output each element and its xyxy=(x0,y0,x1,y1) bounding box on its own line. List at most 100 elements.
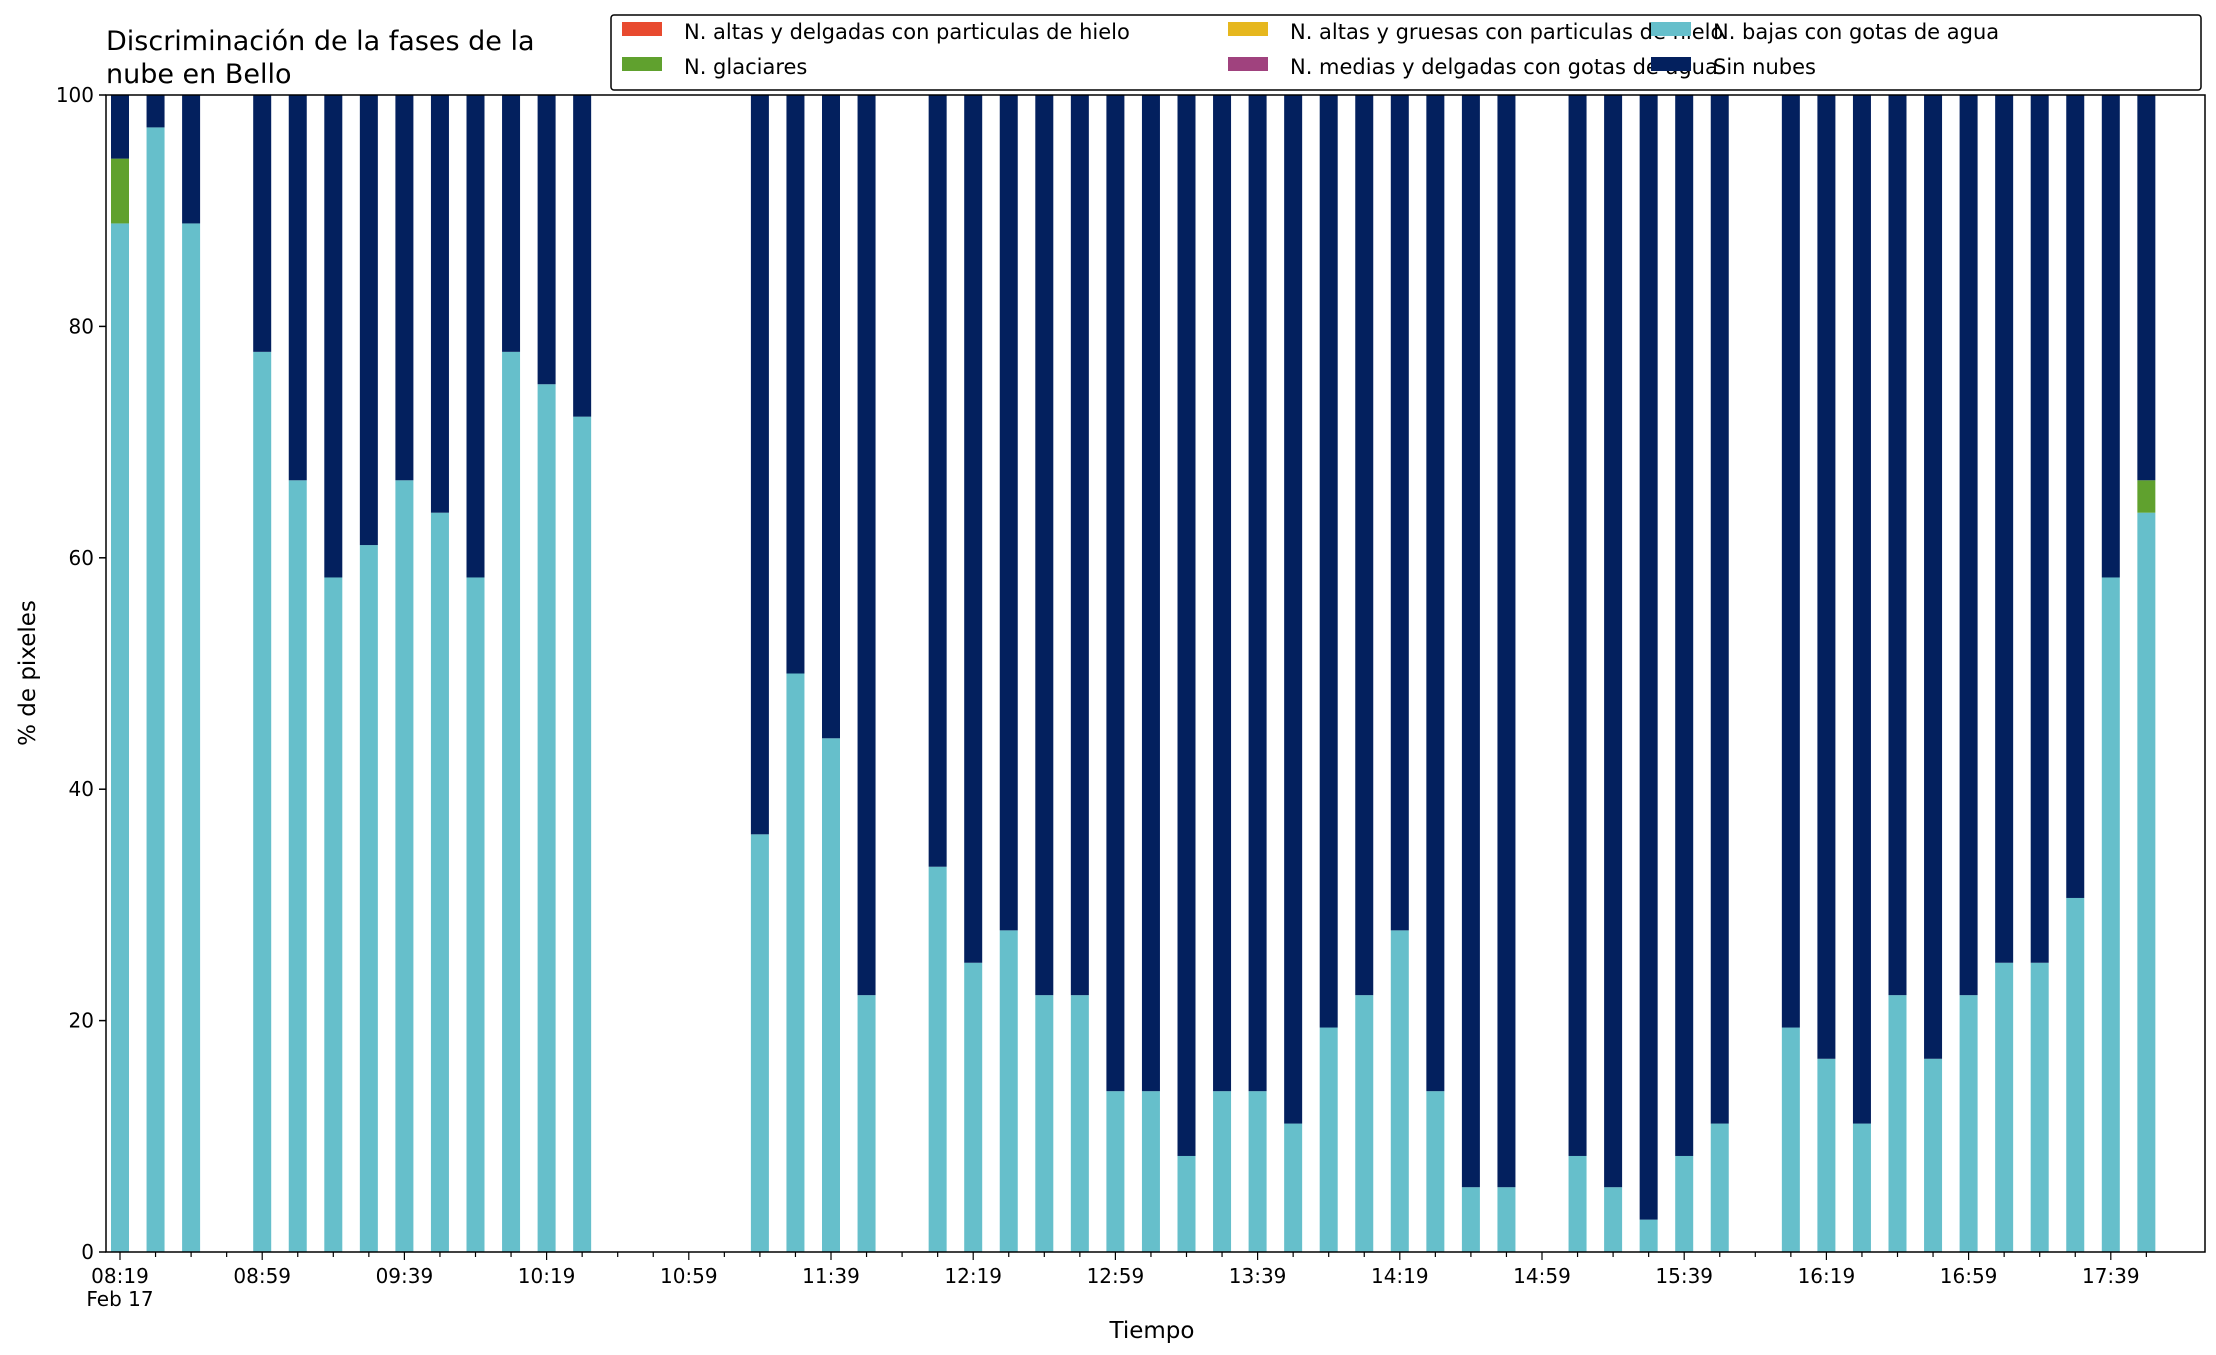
bar-segment xyxy=(999,95,1018,931)
legend-swatch xyxy=(622,57,662,71)
x-tick-label: 09:39 xyxy=(376,1264,434,1288)
bar-segment xyxy=(359,95,378,546)
bar-segment xyxy=(1639,1219,1658,1252)
bar-segment xyxy=(288,95,307,481)
y-tick-label: 20 xyxy=(69,1009,94,1033)
y-tick-label: 100 xyxy=(56,83,94,107)
y-axis-label: % de pixeles xyxy=(15,600,41,746)
x-tick-label: 10:19 xyxy=(518,1264,576,1288)
bar-segment xyxy=(1604,95,1623,1188)
bar-segment xyxy=(253,351,272,1253)
bar-segment xyxy=(1355,995,1374,1252)
x-tick-label: 14:59 xyxy=(1513,1264,1571,1288)
chart-title-line-2: nube en Bello xyxy=(106,59,292,90)
bar-segment xyxy=(253,95,272,352)
bar-segment xyxy=(1284,1123,1303,1252)
legend-box xyxy=(610,14,2202,91)
bars-group xyxy=(111,95,2156,1253)
bar-segment xyxy=(1852,95,1871,1124)
bar-segment xyxy=(1070,995,1089,1252)
bar-segment xyxy=(1284,95,1303,1124)
x-axis: 08:19 08:59 09:39 10:19 10:59 11:39 12:19 12:59… xyxy=(86,1252,2147,1311)
bar-segment xyxy=(288,480,307,1252)
bar-segment xyxy=(1213,95,1232,1092)
bar-segment xyxy=(2066,897,2085,1252)
bar-segment xyxy=(1604,1187,1623,1252)
bar-segment xyxy=(857,95,876,996)
plot-frame xyxy=(105,94,2206,1253)
y-tick-label: 0 xyxy=(81,1240,94,1264)
bar-segment xyxy=(928,866,947,1252)
bar-segment xyxy=(1781,95,1800,1028)
bar-segment xyxy=(1924,95,1943,1059)
y-tick-label: 80 xyxy=(69,314,94,338)
bar-segment xyxy=(573,95,592,417)
x-tick-label: 17:39 xyxy=(2082,1264,2140,1288)
bar-segment xyxy=(111,95,129,159)
legend: N. altas y delgadas con particulas de hi… xyxy=(610,14,2202,91)
legend-swatch xyxy=(1651,22,1691,36)
x-tick-label: 08:19 xyxy=(91,1264,149,1288)
bar-segment xyxy=(1675,95,1694,1156)
legend-label: N. bajas con gotas de agua xyxy=(1713,20,1999,44)
bar-segment xyxy=(1497,95,1516,1188)
bar-segment xyxy=(1035,95,1054,996)
bar-segment xyxy=(573,416,592,1252)
legend-swatch xyxy=(1651,57,1691,71)
legend-swatch xyxy=(622,22,662,36)
bar-segment xyxy=(1710,95,1729,1124)
bar-segment xyxy=(1995,962,2014,1252)
bar-segment xyxy=(324,577,343,1252)
bar-segment xyxy=(1177,1155,1196,1252)
bar-segment xyxy=(1390,95,1409,931)
bar-segment xyxy=(359,545,378,1252)
bar-segment xyxy=(1213,1091,1232,1252)
bar-segment xyxy=(111,223,129,1253)
bar-segment xyxy=(1035,995,1054,1252)
bar-segment xyxy=(1141,1091,1160,1252)
legend-swatch xyxy=(1228,57,1268,71)
bar-segment xyxy=(324,95,343,578)
bar-segment xyxy=(1568,95,1587,1156)
bar-segment xyxy=(182,223,201,1253)
bar-segment xyxy=(111,158,129,224)
bar-segment xyxy=(1426,95,1445,1092)
x-tick-label: 08:59 xyxy=(233,1264,291,1288)
bar-segment xyxy=(537,384,556,1252)
y-tick-label: 60 xyxy=(69,546,94,570)
x-tick-label: 14:19 xyxy=(1371,1264,1429,1288)
x-tick-label: 16:59 xyxy=(1940,1264,1998,1288)
bar-segment xyxy=(537,95,556,385)
bar-segment xyxy=(1888,995,1907,1252)
bar-segment xyxy=(2101,577,2120,1252)
bar-segment xyxy=(964,962,983,1252)
bar-segment xyxy=(1426,1091,1445,1252)
bar-segment xyxy=(1852,1123,1871,1252)
chart-title-line-1: Discriminación de la fases de la xyxy=(106,26,535,57)
bar-segment xyxy=(1461,1187,1480,1252)
bar-segment xyxy=(1355,95,1374,996)
bar-segment xyxy=(2137,95,2156,481)
bar-segment xyxy=(395,480,414,1252)
bar-segment xyxy=(1106,95,1125,1092)
bar-segment xyxy=(1177,95,1196,1156)
bar-segment xyxy=(1639,95,1658,1220)
x-tick-label: 12:59 xyxy=(1087,1264,1145,1288)
bar-segment xyxy=(1675,1155,1694,1252)
bar-segment xyxy=(1390,930,1409,1252)
bar-segment xyxy=(2101,95,2120,578)
bar-segment xyxy=(1106,1091,1125,1252)
bar-segment xyxy=(146,95,165,128)
bar-segment xyxy=(1461,95,1480,1188)
bar-segment xyxy=(146,127,165,1252)
bar-segment xyxy=(1497,1187,1516,1252)
y-tick-label: 40 xyxy=(69,777,94,801)
bar-segment xyxy=(1959,95,1978,996)
legend-label: N. medias y delgadas con gotas de agua xyxy=(1290,55,1718,79)
bar-segment xyxy=(1781,1027,1800,1252)
bar-segment xyxy=(857,995,876,1252)
bar-segment xyxy=(822,738,840,1252)
bar-segment xyxy=(750,834,769,1252)
bar-segment xyxy=(2137,512,2156,1252)
